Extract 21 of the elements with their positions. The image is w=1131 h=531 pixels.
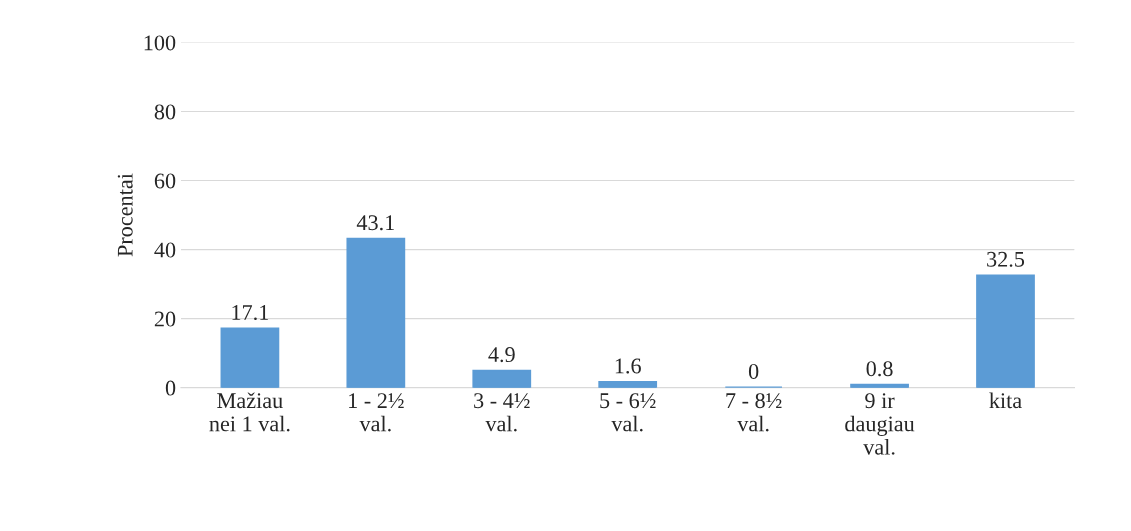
y-tick-label: 100 <box>144 35 176 51</box>
x-tick-label: 9 ir daugiau val. <box>845 393 915 455</box>
data-label: 32.5 <box>987 251 1025 267</box>
y-tick-label: 20 <box>154 311 176 327</box>
data-label: 17.1 <box>232 305 269 321</box>
x-tick-label: Mažiau nei 1 val. <box>209 392 290 432</box>
y-tick-label: 60 <box>154 173 176 189</box>
x-tick-label: 3 - 4½ val. <box>474 393 530 432</box>
data-label: 0.8 <box>866 361 893 377</box>
y-tick-label: 80 <box>154 104 176 120</box>
x-tick-label: 1 - 2½ val. <box>349 393 404 432</box>
y-tick-label: 40 <box>154 242 176 258</box>
x-tick-label: 7 - 8½ val. <box>726 393 782 432</box>
x-tick-label: 5 - 6½ val. <box>600 393 656 432</box>
data-label: 1.6 <box>615 358 641 374</box>
x-tick-label: kita <box>989 392 1022 409</box>
data-label: 0 <box>748 363 759 379</box>
y-axis-title: Procentai <box>117 173 133 257</box>
y-tick-label: 0 <box>165 380 176 396</box>
data-label: 4.9 <box>488 347 515 363</box>
data-label: 43.1 <box>356 215 394 231</box>
